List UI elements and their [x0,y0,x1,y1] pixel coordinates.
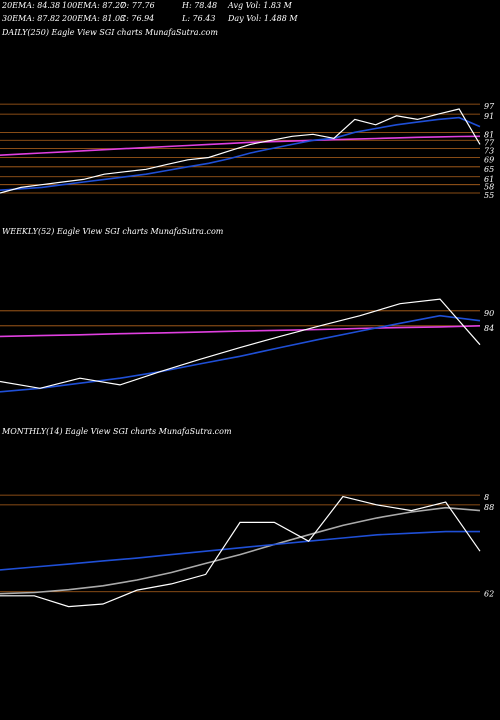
y-tick-label: 88 [484,503,494,512]
y-tick-label: 84 [484,324,494,333]
price-line [0,325,481,338]
header-stat: L: 76.43 [181,14,215,23]
y-tick-label: 77 [484,138,495,147]
panel-title: MONTHLY(14) Eagle View SGI charts Munafa… [1,427,232,436]
price-line [0,530,480,571]
y-tick-label: 58 [484,183,494,192]
header-stat: 30EMA: 87.82 [2,14,60,23]
y-tick-label: 8 [484,493,489,502]
header-stat: H: 78.48 [181,1,217,10]
header-stat: Day Vol: 1.488 M [227,14,298,23]
header-stat: Avg Vol: 1.83 M [227,1,293,10]
y-tick-label: 62 [484,590,494,599]
price-line [0,116,481,191]
y-tick-label: 90 [484,309,494,318]
price-line [0,314,481,393]
price-line [0,108,481,194]
header-stat: 20EMA: 84.38 [1,1,60,10]
header-stat: 100EMA: 87.27 [62,1,126,10]
header-stat: O: 77.76 [120,1,155,10]
panel-title: WEEKLY(52) Eagle View SGI charts MunafaS… [2,227,224,236]
y-tick-label: 73 [484,147,494,156]
price-line [0,298,481,389]
price-line [0,506,481,595]
y-tick-label: 61 [484,175,494,184]
y-tick-label: 81 [484,130,494,139]
panel-title: DAILY(250) Eagle View SGI charts MunafaS… [1,28,218,37]
y-tick-label: 55 [484,191,494,200]
header-stat: C: 76.94 [120,14,154,23]
header-stat: 200EMA: 81.03 [61,14,125,23]
y-tick-label: 91 [484,112,494,121]
y-tick-label: 69 [484,155,494,164]
price-line [0,135,481,156]
price-line [0,495,481,608]
y-tick-label: 65 [484,165,494,174]
y-tick-label: 97 [484,102,495,111]
